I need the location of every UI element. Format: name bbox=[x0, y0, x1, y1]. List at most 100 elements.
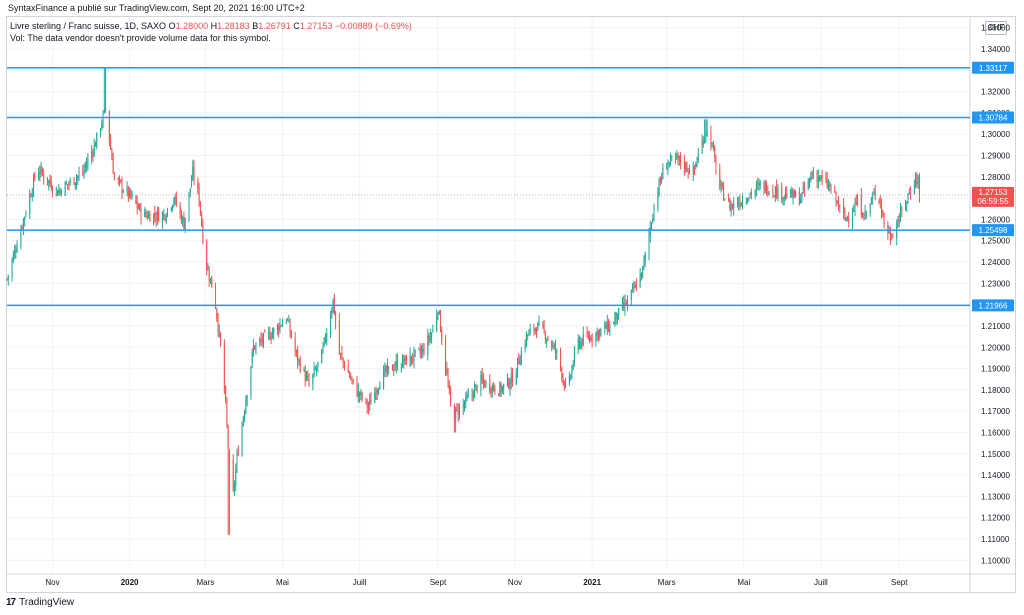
candle-body bbox=[615, 311, 617, 320]
candle-body bbox=[175, 197, 177, 205]
candle-body bbox=[270, 337, 272, 339]
candle-body bbox=[482, 378, 484, 382]
candle-body bbox=[448, 385, 450, 391]
candle-body bbox=[295, 350, 297, 353]
candle-body bbox=[675, 155, 677, 159]
candle-body bbox=[772, 191, 774, 194]
candle-body bbox=[64, 182, 66, 196]
candle-body bbox=[218, 330, 220, 333]
candle-body bbox=[827, 184, 829, 188]
candle-body bbox=[739, 200, 741, 206]
candle-body bbox=[49, 178, 51, 184]
candle-body bbox=[351, 377, 353, 380]
candle-body bbox=[86, 164, 88, 168]
candle-body bbox=[39, 171, 41, 175]
candle-body bbox=[96, 132, 98, 147]
x-tick-label: Sept bbox=[430, 578, 447, 587]
candle-body bbox=[616, 313, 618, 319]
candle-body bbox=[269, 332, 271, 340]
x-tick-label: Juill bbox=[353, 578, 367, 587]
candle-body bbox=[180, 212, 182, 223]
candle-body bbox=[352, 379, 354, 381]
legend-volume-note: Vol: The data vendor doesn't provide vol… bbox=[10, 33, 271, 43]
candle-body bbox=[851, 213, 853, 223]
candle-body bbox=[855, 201, 857, 205]
candle-body bbox=[40, 167, 42, 173]
candle-body bbox=[864, 211, 866, 216]
candle-body bbox=[712, 145, 714, 149]
candle-body bbox=[447, 375, 449, 385]
candle-body bbox=[413, 350, 415, 362]
candle-body bbox=[402, 356, 404, 368]
candle-body bbox=[144, 211, 146, 217]
candle-body bbox=[651, 223, 653, 227]
legend-ohlc-row: Livre sterling / Franc suisse, 1D, SAXO … bbox=[10, 20, 412, 32]
currency-button[interactable]: CHF bbox=[985, 21, 1007, 35]
price-chart[interactable]: 1.350001.340001.330001.320001.310001.300… bbox=[0, 0, 1024, 597]
candle-body bbox=[810, 177, 812, 181]
candle-body bbox=[108, 110, 110, 141]
candle-body bbox=[436, 315, 438, 331]
candle-body bbox=[835, 192, 837, 202]
candle-body bbox=[446, 369, 448, 374]
candle-body bbox=[82, 171, 84, 174]
candle-body bbox=[73, 177, 75, 185]
candle-body bbox=[356, 381, 358, 397]
candle-body bbox=[767, 192, 769, 195]
candle-body bbox=[412, 359, 414, 361]
candle-body bbox=[749, 193, 751, 196]
candle-body bbox=[857, 196, 859, 206]
candle-body bbox=[235, 469, 237, 486]
candle-body bbox=[140, 205, 142, 218]
candle-body bbox=[608, 322, 610, 332]
candle-body bbox=[790, 189, 792, 197]
candle-body bbox=[766, 182, 768, 194]
candle-body bbox=[730, 205, 732, 213]
candle-body bbox=[905, 205, 907, 209]
candle-body bbox=[597, 330, 599, 338]
tradingview-logo-icon[interactable]: 17 bbox=[6, 597, 16, 608]
candle-body bbox=[391, 365, 393, 371]
candle-body bbox=[801, 192, 803, 201]
x-tick-label: Sept bbox=[891, 578, 908, 587]
footer-brand[interactable]: TradingView bbox=[19, 597, 75, 608]
x-tick-label: Mars bbox=[197, 578, 215, 587]
candle-body bbox=[312, 374, 314, 385]
candle-body bbox=[543, 326, 545, 332]
candle-body bbox=[57, 190, 59, 196]
publish-line: SyntaxFinance a publié sur TradingView.c… bbox=[8, 3, 305, 13]
candle-body bbox=[519, 361, 521, 366]
candle-body bbox=[431, 333, 433, 338]
candle-body bbox=[509, 385, 511, 390]
candle-body bbox=[199, 201, 201, 213]
candle-body bbox=[12, 254, 14, 262]
candle-body bbox=[189, 187, 191, 192]
candle-body bbox=[908, 192, 910, 195]
candle-body bbox=[668, 161, 670, 165]
candle-body bbox=[202, 223, 204, 243]
candle-body bbox=[587, 335, 589, 339]
candle-body bbox=[393, 369, 395, 371]
candle-body bbox=[263, 333, 265, 344]
candle-body bbox=[250, 366, 252, 396]
candle-body bbox=[618, 307, 620, 320]
candle-body bbox=[676, 155, 678, 157]
candle-body bbox=[51, 190, 53, 192]
legend-low-label: B bbox=[252, 21, 259, 31]
candle-body bbox=[197, 180, 199, 189]
candle-body bbox=[156, 210, 158, 219]
candle-body bbox=[414, 349, 416, 351]
candle-body bbox=[860, 195, 862, 215]
legend-symbol[interactable]: Livre sterling / Franc suisse, 1D, SAXO bbox=[10, 21, 167, 31]
candle-body bbox=[652, 218, 654, 224]
y-tick-label: 1.26000 bbox=[981, 215, 1010, 224]
candle-body bbox=[76, 178, 78, 183]
candle-body bbox=[604, 324, 606, 329]
candle-body bbox=[388, 366, 390, 368]
candle-body bbox=[126, 187, 128, 191]
candle-body bbox=[733, 202, 735, 209]
candle-body bbox=[913, 185, 915, 193]
chart-legend: Livre sterling / Franc suisse, 1D, SAXO … bbox=[10, 20, 412, 44]
candle-body bbox=[348, 372, 350, 378]
candle-body bbox=[384, 367, 386, 371]
